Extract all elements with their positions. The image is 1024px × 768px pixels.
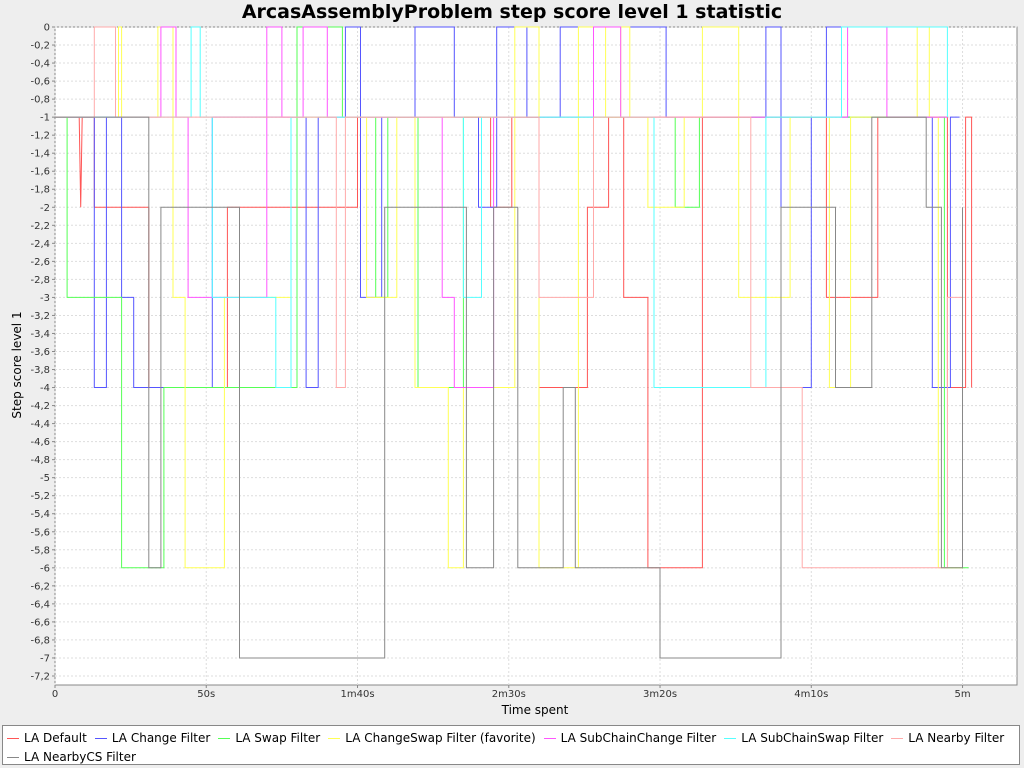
- x-tick-label: 50s: [197, 689, 215, 700]
- legend-item: LA Default: [7, 728, 87, 747]
- x-axis-ticks: 0 50s 1m40s 2m30s 3m20s 4m10s 5m: [52, 685, 971, 700]
- legend: LA Default LA Change Filter LA Swap Filter…: [2, 725, 1020, 765]
- y-tick-label: -1,6: [30, 167, 50, 178]
- legend-label: LA Default: [24, 730, 87, 745]
- x-tick-label: 3m20s: [643, 689, 677, 700]
- legend-label: LA NearbyCS Filter: [24, 749, 136, 764]
- y-tick-label: -4,4: [30, 419, 50, 430]
- y-tick-label: -5,8: [30, 545, 50, 556]
- series-group: [55, 26, 973, 659]
- y-tick-label: -3,6: [30, 347, 50, 358]
- y-tick-label: -6,8: [30, 635, 50, 646]
- legend-label: LA SubChainSwap Filter: [741, 730, 884, 745]
- y-tick-label: -5: [40, 473, 50, 484]
- legend-label: LA Change Filter: [111, 730, 211, 745]
- legend-swatch: [891, 738, 904, 739]
- legend-item: LA NearbyCS Filter: [7, 747, 136, 766]
- legend-item: LA SubChainSwap Filter: [724, 728, 883, 747]
- legend-label: LA SubChainChange Filter: [560, 730, 717, 745]
- legend-item: LA SubChainChange Filter: [543, 728, 717, 747]
- y-tick-label: -6,6: [30, 617, 50, 628]
- y-tick-label: -5,6: [30, 527, 50, 538]
- legend-item: LA Swap Filter: [218, 728, 320, 747]
- y-tick-label: -3,4: [30, 329, 50, 340]
- legend-swatch: [7, 738, 19, 739]
- y-tick-label: -0,4: [30, 59, 50, 70]
- x-tick-label: 4m10s: [794, 689, 828, 700]
- y-tick-label: -5,4: [30, 509, 50, 520]
- legend-swatch: [543, 738, 556, 739]
- y-tick-label: -4,6: [30, 437, 50, 448]
- y-tick-label: -0,8: [30, 95, 50, 106]
- y-tick-label: -4,2: [30, 401, 50, 412]
- y-tick-label: -4,8: [30, 455, 50, 466]
- y-tick-label: -6: [40, 563, 50, 574]
- y-tick-label: -1,2: [30, 131, 50, 142]
- y-tick-label: -5,2: [30, 491, 50, 502]
- legend-label: LA Nearby Filter: [908, 730, 1005, 745]
- y-tick-label: -7,2: [30, 671, 50, 682]
- x-axis-label: Time spent: [501, 703, 569, 717]
- legend-item: LA Nearby Filter: [891, 728, 1004, 747]
- y-tick-label: -2,8: [30, 275, 50, 286]
- y-axis-label: Step score level 1: [10, 311, 24, 418]
- x-tick-label: 0: [52, 689, 58, 700]
- y-tick-label: -1,8: [30, 185, 50, 196]
- x-tick-label: 5m: [954, 689, 970, 700]
- legend-item: LA ChangeSwap Filter (favorite): [328, 728, 536, 747]
- y-tick-label: -2: [40, 203, 50, 214]
- legend-swatch: [7, 757, 19, 758]
- chart: ArcasAssemblyProblem step score level 1 …: [10, 1, 1018, 717]
- y-tick-label: -1: [40, 113, 50, 124]
- legend-swatch: [724, 738, 737, 739]
- y-tick-label: -7: [40, 653, 50, 664]
- y-tick-label: -0,6: [30, 77, 50, 88]
- y-tick-label: -3: [40, 293, 50, 304]
- plot-area: [54, 26, 1018, 686]
- legend-swatch: [94, 738, 107, 739]
- y-tick-label: 0: [44, 23, 50, 34]
- y-tick-label: -2,4: [30, 239, 50, 250]
- legend-swatch: [328, 738, 341, 739]
- y-tick-label: -4: [40, 383, 50, 394]
- y-tick-label: -0,2: [30, 41, 50, 52]
- x-tick-label: 2m30s: [492, 689, 526, 700]
- y-tick-label: -3,2: [30, 311, 50, 322]
- y-tick-label: -6,2: [30, 581, 50, 592]
- y-tick-label: -1,4: [30, 149, 50, 160]
- legend-label: LA Swap Filter: [235, 730, 321, 745]
- y-tick-label: -2,6: [30, 257, 50, 268]
- y-tick-label: -3,8: [30, 365, 50, 376]
- legend-item: LA Change Filter: [94, 728, 211, 747]
- series-line: [55, 116, 963, 659]
- y-axis-ticks: 0 -0,2 -0,4 -0,6 -0,8 -1 -1,2 -1,4 -1,6 -1,8 -2 -2,…: [30, 23, 55, 682]
- y-tick-label: -6,4: [30, 599, 50, 610]
- legend-swatch: [218, 738, 231, 739]
- x-tick-label: 1m40s: [340, 689, 374, 700]
- legend-label: LA ChangeSwap Filter (favorite): [345, 730, 536, 745]
- chart-title: ArcasAssemblyProblem step score level 1 …: [242, 1, 782, 23]
- series-line: [55, 26, 963, 569]
- y-tick-label: -2,2: [30, 221, 50, 232]
